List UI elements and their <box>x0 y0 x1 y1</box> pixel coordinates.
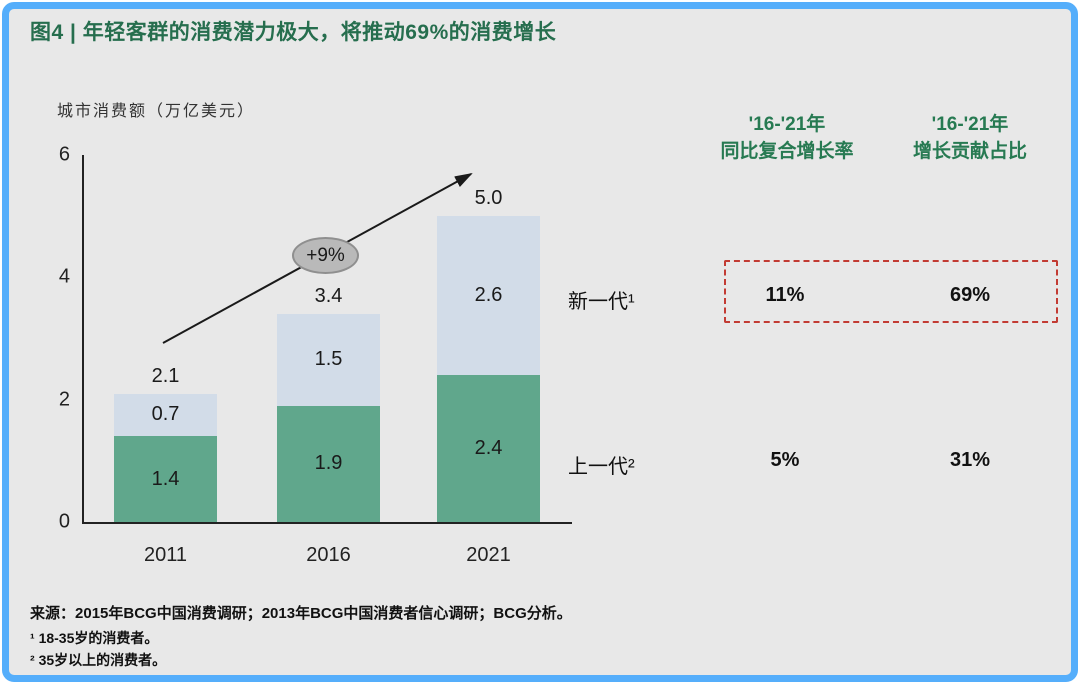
y-tick-label-0: 0 <box>58 510 70 533</box>
source-text: 2015年BCG中国消费调研；2013年BCG中国消费者信心调研；BCG分析。 <box>75 605 572 622</box>
footnote-text: 18-35岁的消费者。 <box>38 630 159 646</box>
segment-value-label: 0.7 <box>151 403 180 426</box>
bar-chart: 6 4 2 0 2.1 0.7 1.4 3.4 1.5 1.9 5.0 2.6 … <box>59 144 572 566</box>
bar-group-2016: 3.4 1.5 1.9 <box>277 285 380 522</box>
bar-total-label: 2.1 <box>151 364 180 387</box>
footnote-2: ² 35岁以上的消费者。 <box>30 650 166 670</box>
segment-value-label: 1.9 <box>314 452 343 475</box>
value-cagr-old-gen: 5% <box>770 449 800 471</box>
source-note: 来源：2015年BCG中国消费调研；2013年BCG中国消费者信心调研；BCG分… <box>30 602 572 623</box>
bar-group-2021: 5.0 2.6 2.4 <box>437 187 540 522</box>
y-tick-label-4: 4 <box>58 265 70 288</box>
x-axis-label-2011: 2011 <box>143 544 187 566</box>
x-axis-label-2016: 2016 <box>306 544 351 566</box>
segment-value-label: 2.4 <box>474 437 503 460</box>
column-header-line2: 增长贡献占比 <box>912 141 1027 162</box>
y-tick-label-6: 6 <box>58 143 70 166</box>
value-cagr-new-gen: 11% <box>765 284 805 306</box>
y-tick-label-2: 2 <box>58 388 70 411</box>
column-header-line2: 同比复合增长率 <box>720 141 854 162</box>
series-label-new-gen: 新一代¹ <box>568 291 635 313</box>
column-header-line1: '16-'21年 <box>748 114 826 135</box>
footnote-text: 35岁以上的消费者。 <box>38 652 167 668</box>
bar-segment-new-gen: 2.6 <box>437 216 540 376</box>
segment-value-label: 1.4 <box>151 467 180 490</box>
column-header-cagr: '16-'21年 同比复合增长率 <box>667 111 907 165</box>
footnote-1: ¹ 18-35岁的消费者。 <box>30 628 158 648</box>
value-contribution-new-gen: 69% <box>949 284 991 306</box>
column-header-line1: '16-'21年 <box>931 114 1009 135</box>
segment-value-label: 1.5 <box>314 348 343 371</box>
highlight-box <box>724 260 1058 323</box>
bar-segment-old-gen: 2.4 <box>437 375 540 522</box>
bar-total-label: 5.0 <box>474 187 503 210</box>
bar-segment-new-gen: 0.7 <box>114 393 217 437</box>
bar-segment-old-gen: 1.9 <box>277 405 380 522</box>
column-header-contribution: '16-'21年 增长贡献占比 <box>850 111 1080 165</box>
y-axis-label: 城市消费额（万亿美元） <box>57 103 256 120</box>
x-axis-label-2021: 2021 <box>466 544 511 566</box>
bar-segment-new-gen: 1.5 <box>277 314 380 406</box>
figure-title: 图4 | 年轻客群的消费潜力极大，将推动69%的消费增长 <box>30 21 557 44</box>
growth-rate-badge: +9% <box>292 237 359 274</box>
source-label: 来源： <box>30 605 76 622</box>
value-contribution-old-gen: 31% <box>949 449 991 471</box>
footnote-marker: ¹ <box>30 630 35 646</box>
bar-total-label: 3.4 <box>314 285 343 308</box>
series-label-old-gen: 上一代² <box>568 456 635 478</box>
segment-value-label: 2.6 <box>474 284 503 307</box>
bar-segment-old-gen: 1.4 <box>114 436 217 522</box>
footnote-marker: ² <box>30 652 35 668</box>
bar-group-2011: 2.1 0.7 1.4 <box>114 365 217 522</box>
